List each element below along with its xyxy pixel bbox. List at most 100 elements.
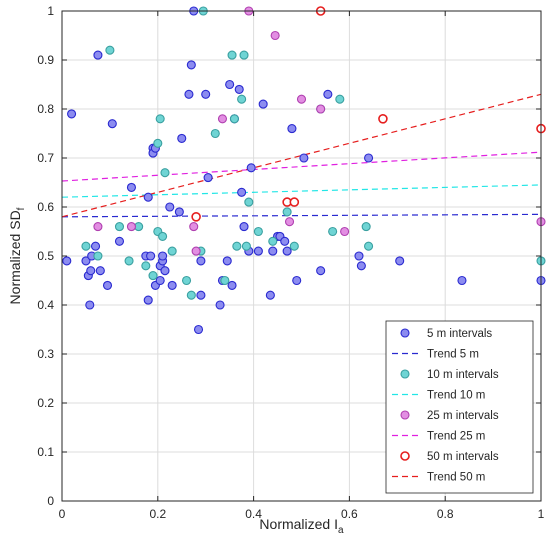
legend-label: Trend 25 m	[427, 431, 485, 443]
point-series-2	[186, 290, 196, 300]
point-series-1	[155, 275, 165, 286]
point-series-1	[280, 236, 290, 246]
point-series-2	[167, 246, 177, 256]
point-series-2	[244, 197, 254, 207]
point-series-2	[239, 50, 249, 60]
point-series-3	[340, 226, 350, 237]
point-series-3	[270, 30, 280, 41]
point-series-1	[265, 290, 275, 300]
point-series-1	[287, 124, 297, 134]
y-axis-label-main: Normalized SD	[7, 210, 23, 304]
point-series-2	[237, 94, 247, 104]
point-series-2	[93, 251, 103, 261]
y-tick-label: 0.8	[37, 102, 54, 116]
point-series-1	[292, 275, 302, 286]
point-series-1	[258, 99, 268, 109]
point-series-1	[143, 295, 153, 305]
point-series-1	[62, 256, 72, 266]
point-series-2	[232, 241, 242, 251]
axis-ticks: 0 0.2 0.4 0.6 0.8 1 0 0.1 0.2 0.3 0.4 0.5 0.6 0.7 0.8 0…	[37, 4, 544, 521]
point-series-1	[184, 89, 194, 99]
point-series-1	[126, 182, 137, 192]
point-series-1	[457, 275, 467, 286]
x-tick-label: 1	[538, 507, 545, 521]
y-tick-label: 0.5	[37, 249, 54, 263]
x-axis-label-subscript: a	[338, 525, 344, 536]
point-series-1	[107, 119, 117, 129]
point-series-1	[81, 256, 91, 266]
legend-label: 5 m intervals	[427, 328, 492, 340]
point-series-1	[364, 153, 374, 163]
point-series-2	[160, 168, 170, 178]
point-series-3	[316, 104, 326, 114]
point-series-1	[158, 251, 168, 261]
point-series-4	[289, 197, 300, 207]
point-series-1	[85, 300, 95, 310]
point-series-2	[229, 114, 239, 124]
legend-label: 25 m intervals	[427, 410, 499, 422]
legend-label: Trend 5 m	[427, 349, 479, 361]
point-series-2	[124, 256, 134, 266]
point-series-2	[81, 241, 91, 251]
point-series-4	[191, 212, 201, 222]
point-series-3	[93, 222, 103, 232]
point-series-1	[67, 109, 77, 119]
y-tick-label: 0.3	[37, 347, 54, 361]
point-series-1	[253, 246, 263, 256]
x-tick-label: 0.4	[245, 507, 262, 521]
data-points	[62, 6, 546, 335]
point-series-1	[90, 241, 101, 251]
point-series-2	[335, 94, 345, 104]
x-tick-label: 0.2	[149, 507, 166, 521]
point-series-2	[282, 207, 292, 217]
legend: 5 m intervals Trend 5 m 10 m intervals Tren…	[385, 320, 534, 494]
point-series-2	[105, 45, 115, 55]
point-series-1	[95, 266, 105, 276]
point-series-1	[323, 89, 333, 99]
point-series-1	[102, 280, 113, 290]
x-axis-label-main: Normalized I	[259, 516, 338, 532]
point-series-2	[220, 275, 230, 286]
point-series-1	[299, 153, 309, 163]
y-tick-label: 0.1	[37, 445, 54, 459]
y-tick-label: 0.2	[37, 396, 54, 410]
point-series-1	[222, 256, 232, 266]
point-series-2	[141, 261, 151, 271]
point-series-1	[160, 266, 170, 276]
y-tick-label: 1	[47, 4, 54, 18]
point-series-2	[158, 231, 168, 241]
point-series-1	[165, 202, 175, 212]
point-series-2	[364, 241, 374, 251]
point-series-1	[237, 187, 247, 197]
legend-label: 50 m intervals	[427, 451, 499, 463]
point-series-1	[246, 163, 256, 173]
point-series-3	[189, 222, 199, 232]
x-tick-label: 0.6	[341, 507, 358, 521]
legend-label: Trend 50 m	[427, 472, 485, 484]
point-series-1	[186, 60, 196, 70]
point-series-1	[227, 280, 237, 290]
point-series-3	[296, 94, 307, 104]
legend-marker	[400, 328, 410, 338]
point-series-3	[217, 114, 228, 124]
y-axis-label: Normalized SDf	[7, 207, 27, 304]
point-series-1	[93, 50, 103, 60]
legend-label: Trend 10 m	[427, 390, 485, 402]
point-series-2	[148, 271, 158, 281]
point-series-2	[114, 222, 125, 232]
point-series-1	[201, 89, 211, 99]
point-series-1	[114, 236, 125, 246]
point-series-2	[328, 226, 338, 237]
point-series-1	[193, 324, 204, 335]
y-tick-label: 0.9	[37, 53, 54, 67]
point-series-1	[203, 173, 213, 183]
point-series-2	[241, 241, 251, 251]
legend-marker	[400, 451, 410, 461]
y-tick-label: 0.6	[37, 200, 54, 214]
y-tick-label: 0	[47, 494, 54, 508]
point-series-3	[191, 246, 201, 256]
point-series-2	[181, 275, 192, 286]
point-series-1	[177, 133, 187, 143]
legend-marker	[400, 410, 410, 420]
